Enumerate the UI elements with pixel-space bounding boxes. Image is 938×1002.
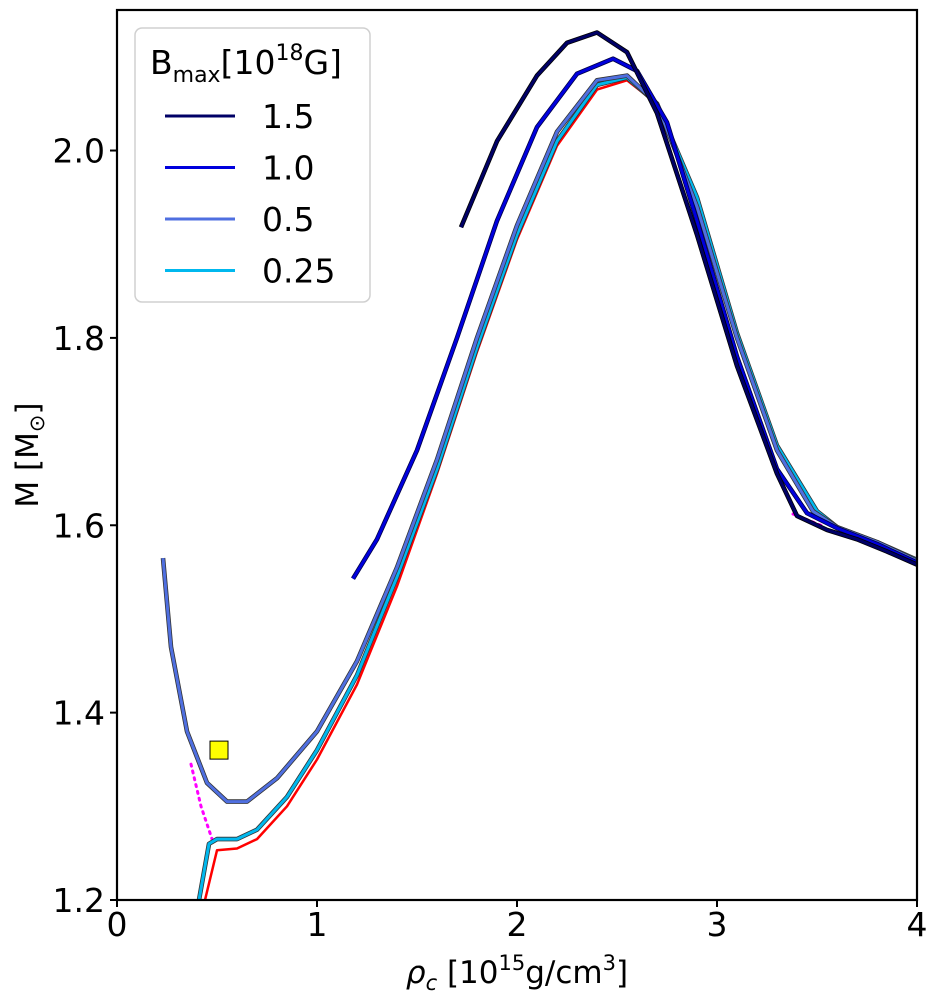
x-tick-label-0: 0 bbox=[107, 905, 128, 944]
y-axis-label: M [M⊙] bbox=[10, 402, 49, 507]
x-tick-label-2: 2 bbox=[507, 905, 528, 944]
series-1.5-line bbox=[459, 31, 917, 566]
legend-label-0.5: 0.5 bbox=[262, 200, 314, 239]
y-tick-label-4: 2.0 bbox=[53, 132, 105, 171]
y-tick-label-2: 1.6 bbox=[53, 506, 105, 545]
x-tick-label-3: 3 bbox=[707, 905, 728, 944]
x-tick-label-1: 1 bbox=[307, 905, 328, 944]
series-0.5-line bbox=[161, 74, 917, 804]
legend-label-1.5: 1.5 bbox=[262, 97, 314, 136]
legend-label-0.25: 0.25 bbox=[262, 252, 335, 291]
x-tick-label-4: 4 bbox=[907, 905, 928, 944]
magenta-dotted-line bbox=[189, 762, 215, 844]
axis-ticks: 0 1 2 3 4 1.2 1.4 1.6 1.8 2.0 bbox=[53, 132, 928, 944]
plot-frame bbox=[115, 8, 919, 902]
x-axis-label: ρc [1015g/cm3] bbox=[406, 951, 628, 995]
y-tick-label-0: 1.2 bbox=[53, 881, 105, 920]
series-0.25-line bbox=[197, 76, 917, 900]
legend-title: Bmax[1018G] bbox=[150, 41, 342, 88]
legend: Bmax[1018G] 1.5 1.0 0.5 0.25 bbox=[134, 27, 371, 303]
legend-label-1.0: 1.0 bbox=[262, 149, 314, 188]
y-tick-label-3: 1.8 bbox=[53, 319, 105, 358]
plot-lines bbox=[160, 30, 917, 900]
square-marker bbox=[209, 740, 229, 760]
legend-items: 1.5 1.0 0.5 0.25 bbox=[165, 97, 335, 291]
legend-box bbox=[134, 27, 371, 303]
y-tick-label-1: 1.4 bbox=[53, 694, 105, 733]
